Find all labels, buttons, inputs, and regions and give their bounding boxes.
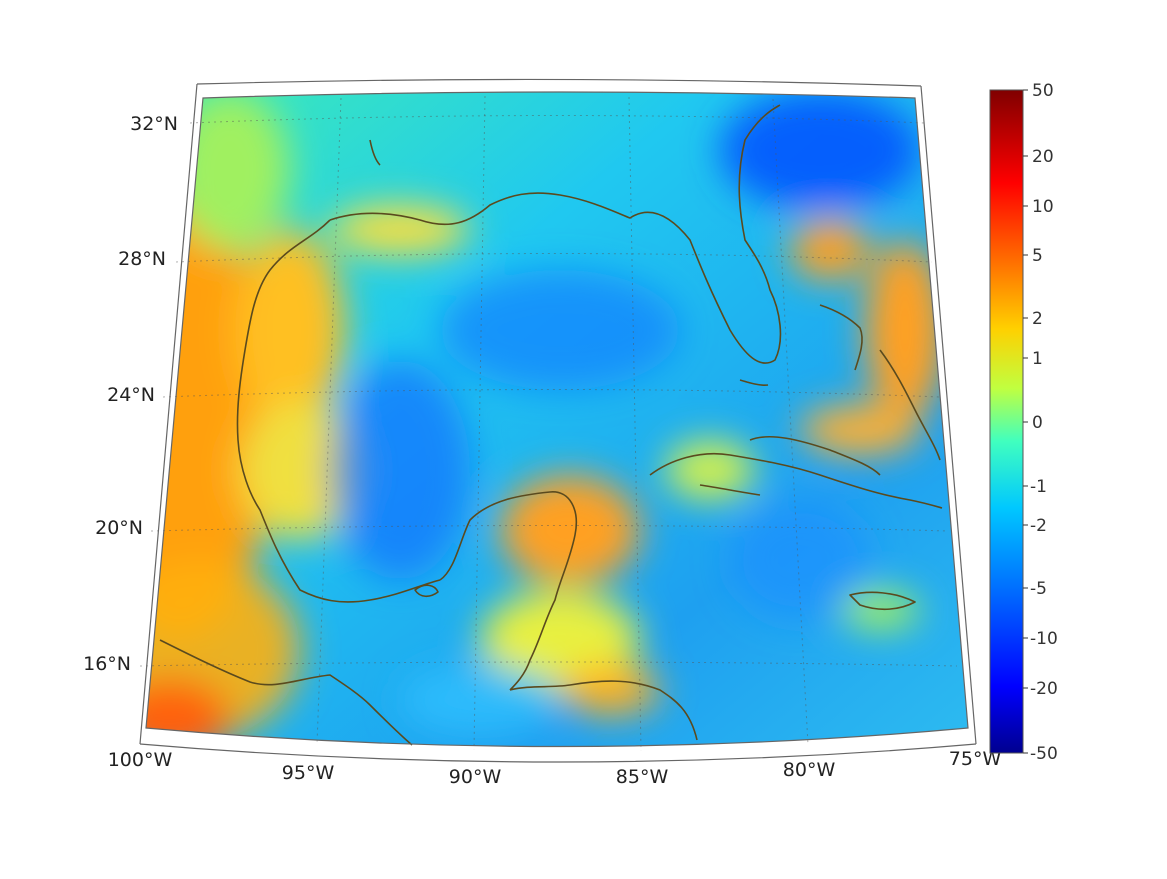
lat-label: 28°N xyxy=(118,248,166,270)
colorbar-label: -5 xyxy=(1030,579,1047,599)
colorbar-label: -1 xyxy=(1030,477,1047,497)
colorbar: 50 20 10 5 2 1 0 -1 -2 -5 -10 -20 -50 xyxy=(989,81,1058,764)
colorbar-label: 2 xyxy=(1032,309,1043,329)
colorbar-label: 0 xyxy=(1032,413,1043,433)
lon-label: 75°W xyxy=(949,748,1002,770)
lat-label: 32°N xyxy=(130,113,178,135)
map-frame xyxy=(139,78,977,763)
anomaly-field xyxy=(146,92,968,747)
lon-label: 100°W xyxy=(108,749,173,771)
lat-label: 20°N xyxy=(95,517,143,539)
latitude-labels: 32°N 28°N 24°N 20°N 16°N xyxy=(83,113,178,675)
colorbar-label: -10 xyxy=(1030,629,1058,649)
colorbar-label: 20 xyxy=(1032,147,1054,167)
coastline xyxy=(159,104,943,746)
lon-label: 95°W xyxy=(282,762,335,784)
colorbar-label: 5 xyxy=(1032,246,1043,266)
lon-label: 90°W xyxy=(449,766,502,788)
longitude-labels: 100°W 95°W 90°W 85°W 80°W 75°W xyxy=(108,748,1002,788)
colorbar-label: 10 xyxy=(1032,197,1054,217)
colorbar-label: 50 xyxy=(1032,81,1054,101)
colorbar-label: -50 xyxy=(1030,744,1058,764)
colorbar-label: -2 xyxy=(1030,516,1047,536)
lat-label: 24°N xyxy=(107,384,155,406)
lon-label: 85°W xyxy=(616,766,669,788)
lon-label: 80°W xyxy=(783,759,836,781)
lat-label: 16°N xyxy=(83,653,131,675)
colorbar-label: 1 xyxy=(1032,349,1043,369)
graticule xyxy=(139,95,958,752)
colorbar-label: -20 xyxy=(1030,679,1058,699)
